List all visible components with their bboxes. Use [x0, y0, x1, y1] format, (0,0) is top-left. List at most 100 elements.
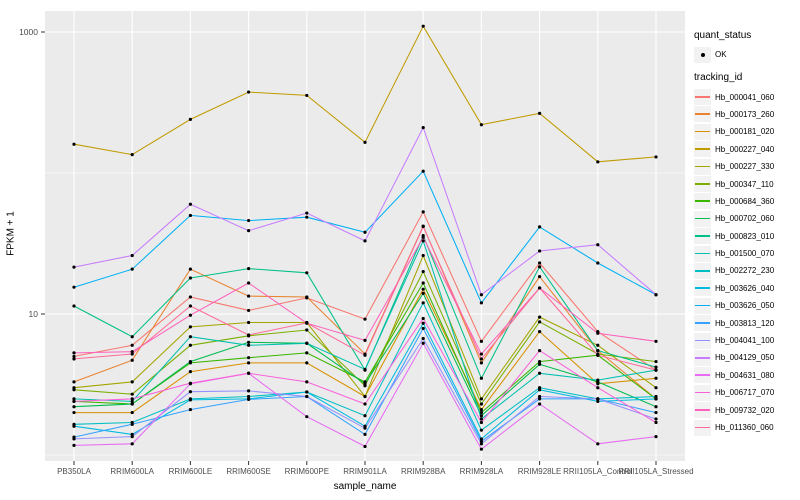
- legend-key-line: [694, 332, 711, 349]
- legend-item: Hb_000227_330: [694, 158, 798, 175]
- data-point: [130, 397, 134, 401]
- legend-item-label: Hb_003813_120: [715, 318, 775, 328]
- data-point: [538, 265, 542, 269]
- data-point: [72, 397, 76, 401]
- data-point: [130, 350, 134, 354]
- data-point: [479, 123, 483, 127]
- legend-item: Hb_001500_070: [694, 245, 798, 262]
- data-point: [188, 202, 192, 206]
- data-point: [72, 142, 76, 146]
- data-point: [188, 390, 192, 394]
- legend-item: Hb_003626_050: [694, 297, 798, 314]
- legend-key-line: [694, 419, 711, 436]
- data-point: [421, 287, 425, 291]
- legend-title-tracking-id: tracking_id: [694, 72, 743, 84]
- data-point: [421, 125, 425, 130]
- legend-key-line: [694, 228, 711, 245]
- data-point: [421, 239, 425, 243]
- data-point: [479, 339, 483, 343]
- data-point: [479, 428, 483, 432]
- data-point: [479, 437, 483, 441]
- legend-item-label: Hb_004631_080: [715, 370, 775, 380]
- data-point: [421, 235, 425, 239]
- data-point: [421, 210, 425, 214]
- legend-item-label: Hb_000041_060: [715, 92, 775, 102]
- legend-item: Hb_000181_020: [694, 123, 798, 140]
- data-point: [596, 399, 600, 403]
- y-tick-label: 10: [28, 308, 38, 319]
- data-point: [305, 215, 309, 219]
- data-point: [363, 140, 367, 144]
- data-point: [188, 407, 192, 412]
- data-point: [596, 397, 600, 401]
- data-point: [538, 362, 542, 366]
- data-point: [538, 315, 542, 319]
- legend-item: Hb_000823_010: [694, 228, 798, 245]
- data-point: [305, 390, 309, 394]
- data-point: [72, 265, 76, 269]
- legend-key-line: [694, 210, 711, 227]
- legend-key-line: [694, 367, 711, 384]
- data-point: [188, 117, 192, 121]
- data-point: [479, 439, 483, 443]
- legend-item-label: Hb_011360_060: [715, 423, 774, 432]
- legend-key-line: [694, 262, 711, 279]
- data-point: [538, 111, 542, 115]
- line-swatch-icon: [695, 409, 710, 411]
- data-point: [479, 361, 483, 365]
- x-tick-label: PB350LA: [57, 467, 91, 476]
- legend-key-line: [694, 297, 711, 314]
- legend-tracking-items: Hb_000041_060 Hb_000173_260 Hb_000181_020 H…: [694, 88, 798, 436]
- data-point: [654, 359, 658, 364]
- data-point: [363, 444, 367, 449]
- line-swatch-icon: [695, 304, 710, 307]
- data-point: [596, 261, 600, 265]
- data-point: [421, 169, 425, 173]
- data-point: [130, 335, 134, 339]
- point-icon: [700, 52, 705, 57]
- data-point: [421, 326, 425, 331]
- data-point: [305, 380, 309, 384]
- data-point: [247, 389, 251, 393]
- data-point: [305, 415, 309, 419]
- data-point: [130, 267, 134, 271]
- data-point: [247, 343, 251, 347]
- legend-key-line: [694, 89, 711, 106]
- legend-item: Hb_002272_230: [694, 262, 798, 279]
- data-point: [130, 153, 134, 157]
- data-point: [188, 381, 192, 385]
- data-point: [596, 160, 600, 164]
- legend-item-label: Hb_004129_050: [715, 353, 775, 363]
- data-point: [305, 341, 309, 345]
- data-point: [538, 261, 542, 265]
- data-point: [247, 218, 251, 223]
- data-point: [479, 417, 483, 421]
- legend-item: Hb_000173_260: [694, 106, 798, 123]
- legend-item: Hb_004041_100: [694, 332, 798, 349]
- data-point: [654, 365, 658, 369]
- x-tick-label: RRIM600PE: [284, 467, 330, 476]
- x-tick-label: RRII105LA_Control: [563, 467, 633, 476]
- data-point: [596, 353, 600, 357]
- x-tick-label: RRIM901LA: [343, 467, 387, 476]
- data-point: [654, 368, 658, 372]
- data-point: [654, 376, 658, 380]
- data-point: [130, 410, 134, 415]
- legend-item-label: Hb_000347_110: [715, 179, 774, 189]
- data-point: [538, 330, 542, 334]
- data-point: [130, 253, 134, 258]
- legend-item-label: Hb_000227_040: [715, 144, 775, 154]
- legend-item: Hb_011360_060: [694, 419, 798, 436]
- legend-key-line: [694, 158, 711, 175]
- line-swatch-icon: [695, 183, 710, 185]
- data-point: [479, 414, 483, 418]
- legend-item-label: Hb_000702_060: [715, 214, 775, 224]
- data-point: [305, 394, 309, 399]
- data-point: [421, 316, 425, 321]
- data-point: [72, 304, 76, 308]
- data-point: [130, 432, 134, 436]
- data-point: [247, 371, 251, 375]
- legend-key-line: [694, 193, 711, 210]
